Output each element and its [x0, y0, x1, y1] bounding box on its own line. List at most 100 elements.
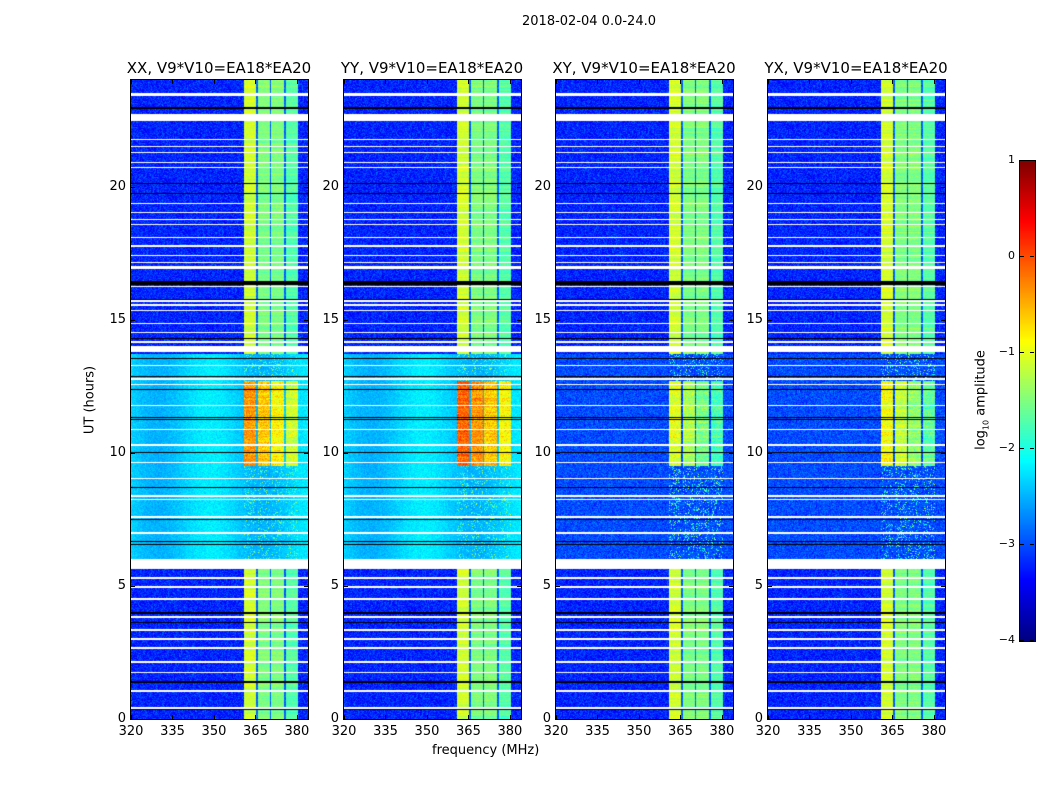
- y-tick-label: 0: [754, 711, 763, 726]
- colorbar-tick-mark: [1020, 160, 1024, 161]
- y-tick-mark: [768, 319, 772, 321]
- colorbar-tick-label: −4: [998, 633, 1015, 646]
- x-tick-mark: [892, 80, 894, 84]
- colorbar-label-subscript: 10: [981, 419, 991, 431]
- y-tick-label: 0: [117, 711, 126, 726]
- spectrogram-heatmap: [344, 80, 521, 719]
- y-tick-label: 20: [746, 178, 763, 194]
- y-tick-mark: [517, 186, 521, 188]
- x-tick-mark: [556, 715, 557, 719]
- x-tick-mark: [809, 715, 811, 719]
- x-tick-label: 335: [160, 724, 185, 739]
- y-tick-label: 5: [754, 577, 763, 593]
- x-tick-mark: [597, 715, 599, 719]
- colorbar-tick-mark: [1030, 448, 1034, 449]
- x-tick-mark: [385, 80, 387, 84]
- y-tick-mark: [729, 319, 733, 321]
- x-tick-label: 365: [880, 724, 905, 739]
- x-tick-mark: [344, 715, 345, 719]
- x-tick-label: 365: [456, 724, 481, 739]
- colorbar-tick-label: −2: [998, 441, 1015, 454]
- x-tick-mark: [556, 80, 557, 84]
- x-tick-label: 380: [921, 724, 947, 739]
- figure-suptitle: 2018-02-04 0.0-24.0: [522, 14, 656, 29]
- y-tick-label: 10: [534, 444, 551, 460]
- y-tick-label: 10: [746, 444, 763, 460]
- spectrogram-panel: [767, 79, 946, 720]
- spectrogram-panel: [555, 79, 734, 720]
- y-tick-mark: [304, 186, 308, 188]
- colorbar-label: log10 amplitude: [974, 350, 991, 450]
- x-tick-mark: [933, 715, 935, 719]
- x-tick-mark: [721, 80, 723, 84]
- y-tick-mark: [131, 719, 135, 720]
- y-tick-mark: [556, 186, 560, 188]
- panel-title: YX, V9*V10=EA18*EA20: [764, 59, 948, 77]
- y-tick-mark: [344, 319, 348, 321]
- x-tick-mark: [426, 80, 428, 84]
- colorbar-tick-mark: [1020, 352, 1024, 353]
- y-tick-mark: [556, 719, 560, 720]
- x-tick-mark: [172, 80, 174, 84]
- y-tick-mark: [517, 585, 521, 587]
- x-tick-label: 320: [331, 724, 357, 739]
- y-tick-label: 5: [117, 577, 126, 593]
- y-tick-mark: [517, 319, 521, 321]
- x-tick-label: 380: [284, 724, 310, 739]
- y-tick-mark: [131, 319, 135, 321]
- colorbar-tick-mark: [1030, 160, 1034, 161]
- x-tick-label: 350: [201, 724, 227, 739]
- spectrogram-panel: [343, 79, 522, 720]
- y-tick-mark: [941, 186, 945, 188]
- x-tick-label: 365: [243, 724, 268, 739]
- x-tick-mark: [680, 80, 682, 84]
- y-tick-label: 10: [322, 444, 339, 460]
- spectrogram-heatmap: [768, 80, 945, 719]
- y-tick-mark: [941, 719, 945, 720]
- y-tick-mark: [131, 186, 135, 188]
- x-tick-mark: [850, 80, 852, 84]
- y-tick-label: 10: [109, 444, 126, 460]
- x-tick-mark: [344, 80, 345, 84]
- y-tick-mark: [729, 719, 733, 720]
- x-tick-label: 320: [543, 724, 569, 739]
- x-tick-mark: [468, 80, 470, 84]
- colorbar-tick-label: 0: [1008, 249, 1015, 262]
- x-tick-label: 320: [118, 724, 144, 739]
- x-tick-mark: [680, 715, 682, 719]
- panel-title: YY, V9*V10=EA18*EA20: [340, 59, 524, 77]
- x-tick-mark: [768, 80, 769, 84]
- x-tick-mark: [638, 715, 640, 719]
- y-tick-mark: [556, 319, 560, 321]
- x-tick-mark: [768, 715, 769, 719]
- panel-title: XX, V9*V10=EA18*EA20: [126, 59, 312, 77]
- panel-title: XY, V9*V10=EA18*EA20: [552, 59, 736, 77]
- y-tick-label: 5: [330, 577, 339, 593]
- colorbar-gradient: [1020, 161, 1035, 641]
- x-tick-mark: [509, 715, 511, 719]
- y-tick-mark: [304, 585, 308, 587]
- x-tick-mark: [597, 80, 599, 84]
- x-tick-mark: [933, 80, 935, 84]
- colorbar-tick-label: −1: [998, 345, 1015, 358]
- x-tick-mark: [721, 715, 723, 719]
- y-tick-mark: [344, 452, 348, 454]
- colorbar-tick-mark: [1030, 256, 1034, 257]
- colorbar-tick-mark: [1020, 256, 1024, 257]
- y-tick-mark: [729, 585, 733, 587]
- x-tick-mark: [638, 80, 640, 84]
- x-tick-label: 335: [797, 724, 822, 739]
- colorbar-label-text: amplitude: [973, 350, 989, 420]
- y-tick-mark: [729, 186, 733, 188]
- spectrogram-panel: [130, 79, 309, 720]
- y-axis-label: UT (hours): [82, 365, 98, 435]
- x-axis-label: frequency (MHz): [432, 743, 540, 758]
- x-tick-mark: [213, 80, 215, 84]
- y-tick-mark: [768, 719, 772, 720]
- x-tick-label: 350: [414, 724, 440, 739]
- x-tick-label: 380: [709, 724, 735, 739]
- y-tick-label: 20: [322, 178, 339, 194]
- y-tick-label: 15: [109, 311, 126, 327]
- x-tick-mark: [213, 715, 215, 719]
- x-tick-mark: [809, 80, 811, 84]
